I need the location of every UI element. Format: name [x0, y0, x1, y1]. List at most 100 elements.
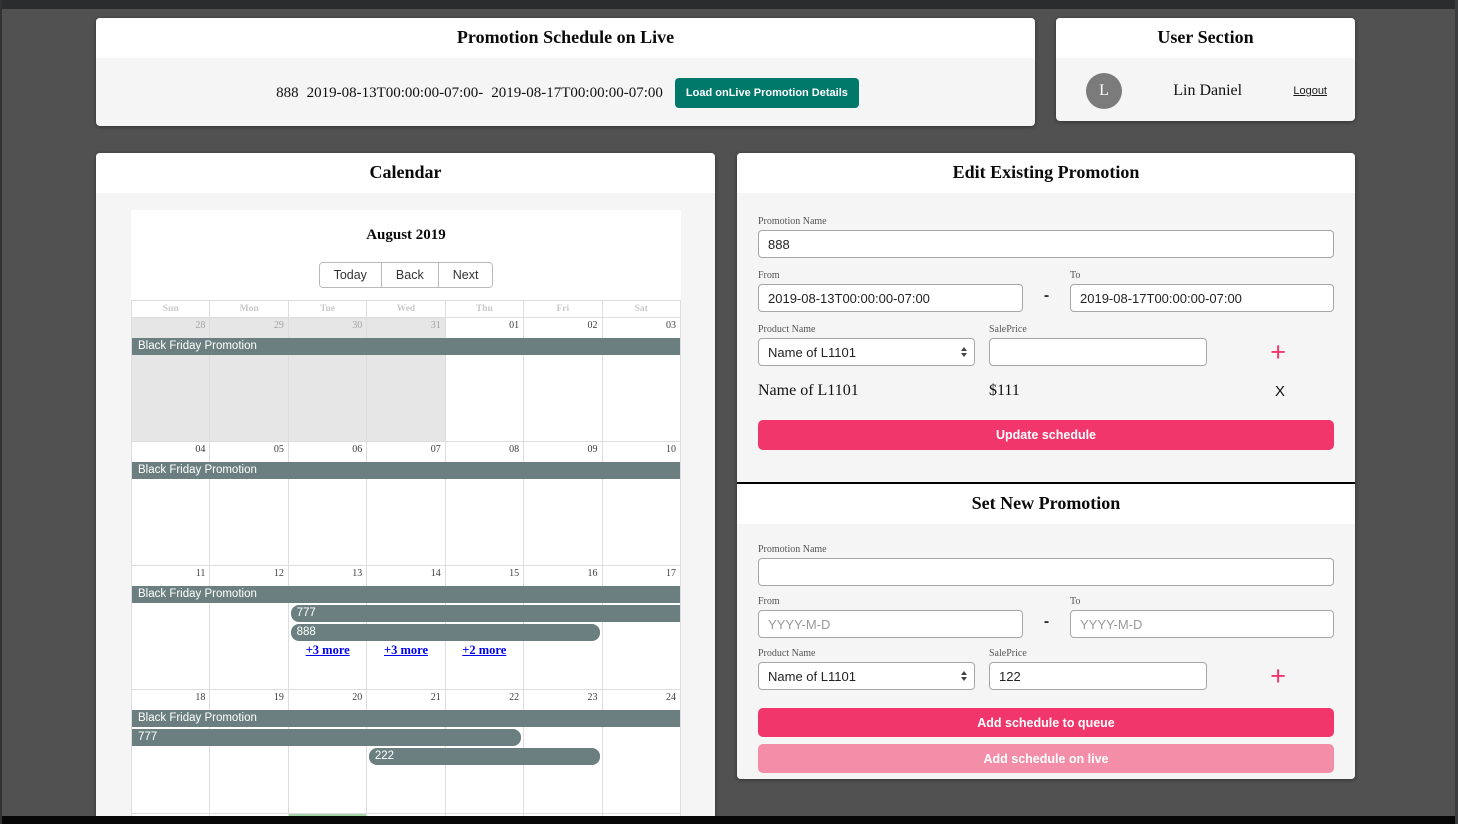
calendar-day[interactable]: 28: [132, 318, 210, 441]
calendar-event[interactable]: 777: [132, 729, 522, 746]
date-number: 11: [195, 568, 206, 579]
show-more-link[interactable]: +3 more: [383, 643, 428, 657]
date-number: 04: [195, 444, 206, 455]
date-number: 12: [273, 568, 284, 579]
promotion-live-summary: 888 2019-08-13T00:00:00-07:00- 2019-08-1…: [96, 58, 1035, 126]
new-to-input[interactable]: [1070, 610, 1334, 638]
calendar-day[interactable]: 18: [132, 690, 210, 813]
calendar-day[interactable]: 07: [366, 442, 445, 565]
calendar-week-row: 28 29 30 31 01 02 03 Black Friday Promotion: [132, 318, 680, 442]
calendar-grid: Sun Mon Tue Wed Thu Fri Sat 28 29 30 31 01 02 03 Blac…: [131, 300, 681, 824]
calendar-day[interactable]: 29: [209, 318, 288, 441]
day-header: Mon: [209, 301, 287, 317]
to-label: To: [1070, 596, 1081, 607]
live-promotion-id: 888: [276, 84, 299, 101]
calendar-day[interactable]: 11: [132, 566, 210, 689]
date-number: 16: [587, 568, 598, 579]
calendar-day[interactable]: 31: [366, 318, 445, 441]
edit-add-product-button[interactable]: +: [1266, 339, 1290, 366]
date-number: 18: [195, 692, 206, 703]
calendar-day-header-row: Sun Mon Tue Wed Thu Fri Sat: [132, 301, 680, 318]
date-number: 05: [273, 444, 284, 455]
calendar-event[interactable]: Black Friday Promotion: [132, 586, 680, 603]
date-number: 22: [509, 692, 520, 703]
calendar-event[interactable]: 777: [290, 605, 680, 622]
add-schedule-on-live-button[interactable]: Add schedule on live: [758, 744, 1334, 773]
calendar-nav-group: Today Back Next: [318, 262, 494, 288]
new-sale-price-input[interactable]: [989, 662, 1207, 690]
calendar-title: Calendar: [96, 153, 715, 193]
calendar-day[interactable]: 20: [287, 690, 367, 813]
user-section-card: User Section L Lin Daniel Logout: [1056, 18, 1355, 121]
sale-price-label: SalePrice: [989, 324, 1027, 335]
date-number: 17: [665, 568, 676, 579]
date-number: 24: [665, 692, 676, 703]
calendar-day[interactable]: 17: [601, 566, 680, 689]
date-range-dash: -: [1043, 287, 1050, 304]
calendar-card: Calendar August 2019 Today Back Next Sun…: [96, 153, 715, 824]
calendar-day[interactable]: 04: [132, 442, 210, 565]
calendar-day[interactable]: 12: [209, 566, 288, 689]
day-header: Fri: [523, 301, 601, 317]
calendar-day[interactable]: 10: [601, 442, 680, 565]
edit-to-input[interactable]: [1070, 284, 1334, 312]
calendar-event[interactable]: Black Friday Promotion: [132, 462, 680, 479]
calendar-next-button[interactable]: Next: [437, 263, 493, 287]
date-number: 01: [509, 320, 520, 331]
calendar-event[interactable]: 888: [290, 624, 600, 641]
product-name-value: Name of L1101: [758, 382, 859, 399]
sale-price-label: SalePrice: [989, 648, 1027, 659]
promotion-forms-card: Edit Existing Promotion Promotion Name F…: [737, 153, 1355, 779]
window-left-edge: [0, 0, 2, 824]
calendar-event[interactable]: 222: [368, 748, 600, 765]
from-label: From: [758, 270, 780, 281]
select-arrows-icon: [961, 347, 967, 357]
calendar-day[interactable]: 09: [523, 442, 602, 565]
calendar-day[interactable]: 24: [601, 690, 680, 813]
edit-product-select[interactable]: Name of L1101: [758, 338, 975, 366]
calendar-event[interactable]: Black Friday Promotion: [132, 338, 680, 355]
avatar: L: [1086, 73, 1122, 109]
edit-sale-price-input[interactable]: [989, 338, 1207, 366]
calendar-day[interactable]: 08: [444, 442, 524, 565]
update-schedule-button[interactable]: Update schedule: [758, 420, 1334, 450]
date-number: 15: [509, 568, 520, 579]
load-onlive-promotion-button[interactable]: Load onLive Promotion Details: [674, 78, 859, 108]
date-number: 21: [430, 692, 441, 703]
window-right-edge: [1455, 0, 1458, 824]
calendar-day[interactable]: 06: [287, 442, 367, 565]
calendar-back-button[interactable]: Back: [380, 263, 438, 287]
show-more-link[interactable]: +2 more: [462, 643, 507, 657]
calendar-event[interactable]: Black Friday Promotion: [132, 710, 680, 727]
new-from-input[interactable]: [758, 610, 1023, 638]
calendar-day[interactable]: 30: [287, 318, 367, 441]
calendar-day[interactable]: 03: [601, 318, 680, 441]
selected-product: Name of L1101: [768, 668, 856, 684]
show-more-link[interactable]: +3 more: [305, 643, 350, 657]
calendar-day[interactable]: 01: [444, 318, 524, 441]
new-promotion-name-input[interactable]: [758, 558, 1334, 586]
add-schedule-to-queue-button[interactable]: Add schedule to queue: [758, 708, 1334, 737]
edit-from-input[interactable]: [758, 284, 1023, 312]
section-divider: [737, 482, 1355, 484]
product-price-value: $111: [989, 382, 1020, 399]
edit-promotion-name-input[interactable]: [758, 230, 1334, 258]
calendar-day[interactable]: 05: [209, 442, 288, 565]
user-section-title: User Section: [1056, 18, 1355, 58]
date-number: 20: [352, 692, 363, 703]
day-header: Wed: [366, 301, 444, 317]
calendar-day[interactable]: 19: [209, 690, 288, 813]
live-promotion-from: 2019-08-13T00:00:00-07:00-: [306, 84, 484, 101]
day-header: Tue: [287, 301, 366, 317]
select-arrows-icon: [961, 671, 967, 681]
remove-product-button[interactable]: X: [1274, 382, 1285, 400]
product-list-row: Name of L1101 $111 X: [758, 382, 1334, 400]
logout-link[interactable]: Logout: [1293, 85, 1327, 97]
calendar-today-button[interactable]: Today: [319, 263, 381, 287]
calendar-day[interactable]: 02: [523, 318, 602, 441]
new-product-select[interactable]: Name of L1101: [758, 662, 975, 690]
new-promotion-form: Promotion Name From - To Product Name Na…: [737, 524, 1355, 779]
selected-product: Name of L1101: [768, 344, 856, 360]
new-add-product-button[interactable]: +: [1266, 663, 1290, 690]
from-label: From: [758, 596, 780, 607]
